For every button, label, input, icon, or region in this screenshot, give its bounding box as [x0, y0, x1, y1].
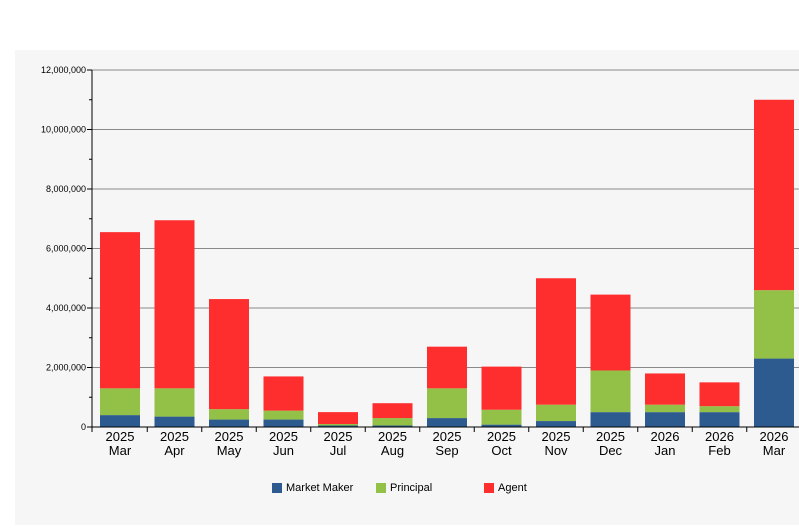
legend: Market Maker Principal Agent [272, 482, 527, 494]
bar-segment [100, 232, 140, 389]
bar-segment [263, 376, 304, 411]
bar-segment [427, 346, 467, 389]
y-tick-label: 6,000,000 [46, 244, 86, 254]
bar-segment [318, 412, 358, 425]
x-tick-label-year: 2025 [106, 429, 135, 444]
bar-segment [645, 404, 685, 413]
x-tick-label-month: Jul [330, 443, 347, 458]
bar-segment [754, 290, 794, 359]
y-tick-label: 2,000,000 [46, 363, 86, 373]
x-tick-label-year: 2026 [760, 429, 789, 444]
x-tick-label-month: Aug [381, 443, 404, 458]
x-tick-label-month: Jan [655, 443, 676, 458]
bar-segment [372, 425, 413, 427]
bar-segment [754, 358, 794, 427]
bar-segment [318, 424, 358, 426]
bar-segment [590, 370, 631, 413]
bar-segment [263, 419, 304, 427]
x-tick-label-year: 2025 [215, 429, 244, 444]
x-tick-label-year: 2025 [269, 429, 298, 444]
y-tick-label: 10,000,000 [41, 125, 86, 135]
legend-label: Principal [390, 482, 432, 494]
bar-segment [754, 99, 794, 291]
bar-segment [154, 416, 195, 427]
x-tick-label-month: May [217, 443, 242, 458]
bar-segment [699, 382, 740, 407]
bar-segment [154, 388, 195, 417]
legend-swatch [376, 483, 386, 493]
bars [100, 99, 794, 427]
legend-swatch [484, 483, 494, 493]
x-tick-label-month: Oct [491, 443, 512, 458]
bar-segment [372, 403, 413, 419]
x-tick-label-month: Dec [599, 443, 623, 458]
bar-segment [427, 418, 467, 427]
bar-segment [154, 220, 195, 389]
bar-segment [536, 278, 576, 405]
y-tick-label: 4,000,000 [46, 303, 86, 313]
x-tick-label-month: Mar [763, 443, 786, 458]
x-tick-label-year: 2025 [487, 429, 516, 444]
x-tick-label-year: 2025 [160, 429, 189, 444]
bar-segment [209, 409, 249, 420]
bar-segment [590, 294, 631, 371]
bar-segment [699, 412, 740, 427]
x-tick-label-year: 2025 [324, 429, 353, 444]
bar-segment [209, 299, 249, 410]
x-tick-label-year: 2025 [542, 429, 571, 444]
x-tick-label-month: Jun [273, 443, 294, 458]
x-tick-label-month: Feb [708, 443, 730, 458]
bar-segment [645, 412, 685, 427]
bar-segment [100, 388, 140, 416]
bar-segment [427, 388, 467, 419]
y-tick-label: 0 [81, 422, 86, 432]
legend-label: Agent [498, 482, 527, 494]
bar-segment [590, 412, 631, 427]
x-tick-label-year: 2026 [651, 429, 680, 444]
x-tick-label-year: 2025 [378, 429, 407, 444]
y-tick-label: 8,000,000 [46, 184, 86, 194]
x-tick-label-year: 2025 [596, 429, 625, 444]
bar-segment [372, 418, 413, 426]
bar-segment [100, 415, 140, 427]
bar-segment [209, 419, 249, 427]
x-tick-label-year: 2025 [433, 429, 462, 444]
axes: 0 2,000,000 4,000,000 6,000,000 8,000,000 10,… [41, 65, 799, 458]
y-tick-label: 12,000,000 [41, 65, 86, 75]
x-tick-label-month: Apr [164, 443, 185, 458]
bar-segment [481, 366, 522, 410]
bar-segment [536, 404, 576, 422]
bar-segment [481, 409, 522, 425]
bar-segment [645, 373, 685, 405]
bar-segment [481, 424, 522, 427]
x-tick-label-month: Nov [544, 443, 568, 458]
bar-segment [318, 425, 358, 427]
x-tick-label-year: 2026 [705, 429, 734, 444]
bar-segment [263, 410, 304, 420]
x-tick-label-month: Mar [109, 443, 132, 458]
legend-label: Market Maker [286, 482, 354, 494]
x-tick-label-month: Sep [435, 443, 458, 458]
bar-segment [536, 421, 576, 427]
bar-segment [699, 406, 740, 413]
legend-swatch [272, 483, 282, 493]
